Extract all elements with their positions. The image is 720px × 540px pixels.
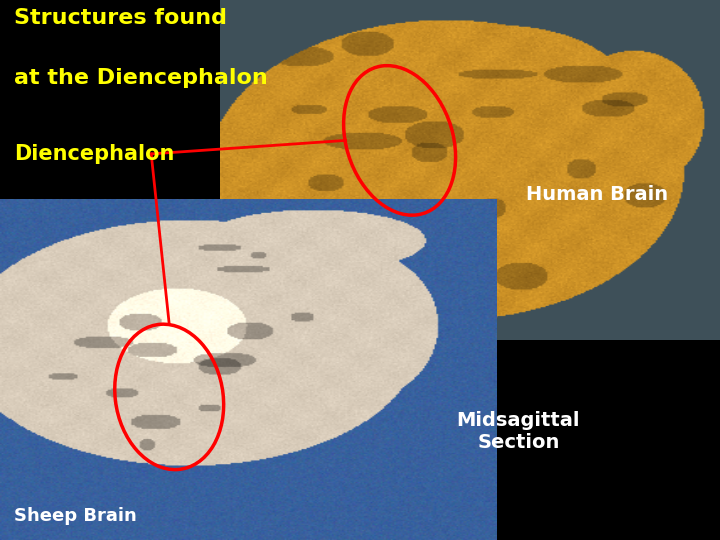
Text: Human Brain: Human Brain (526, 185, 667, 204)
Text: Diencephalon: Diencephalon (14, 144, 175, 164)
Text: Structures found: Structures found (14, 8, 228, 28)
Text: at the Diencephalon: at the Diencephalon (14, 68, 268, 87)
Text: Sheep Brain: Sheep Brain (14, 507, 137, 525)
Text: Midsagittal
Section: Midsagittal Section (456, 411, 580, 453)
